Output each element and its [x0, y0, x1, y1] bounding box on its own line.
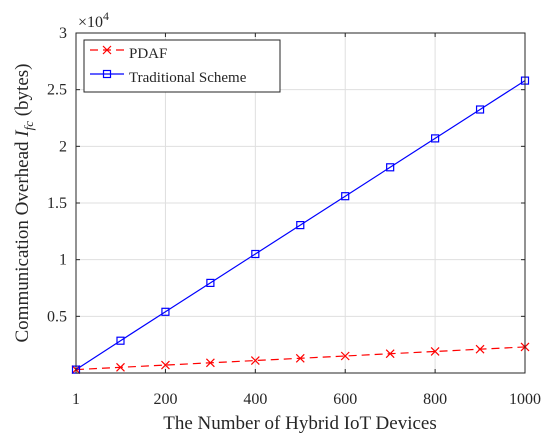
- marker-stroke: [475, 344, 485, 354]
- data-point-traditional-scheme: [161, 307, 170, 316]
- marker-stroke: [205, 358, 215, 368]
- marker-stroke: [102, 45, 112, 55]
- y-tick-label: 0.5: [47, 308, 67, 325]
- x-axis-label: The Number of Hybrid IoT Devices: [163, 413, 437, 434]
- y-tick-label: 1.5: [47, 195, 67, 212]
- y-tick-label: 2.5: [47, 82, 67, 99]
- data-point-traditional-scheme: [296, 221, 305, 230]
- y-multiplier: ×104: [78, 9, 109, 31]
- data-point-pdaf: [250, 356, 260, 365]
- legend: PDAF Traditional Scheme: [83, 39, 281, 93]
- data-point-pdaf: [116, 362, 125, 372]
- data-point-pdaf: [295, 353, 305, 363]
- data-point-pdaf: [205, 358, 215, 368]
- y-multiplier-exponent: 4: [103, 9, 109, 23]
- legend-box: [83, 39, 281, 93]
- y-axis-label-suffix: (bytes): [12, 63, 33, 121]
- x-tick-label: 1000: [509, 391, 541, 408]
- legend-label-traditional-scheme: Traditional Scheme: [129, 70, 247, 86]
- legend-marker-traditional-scheme: [102, 69, 112, 79]
- x-tick-label: 200: [153, 391, 177, 408]
- data-point-traditional-scheme: [206, 278, 215, 287]
- marker-stroke: [430, 347, 440, 356]
- ticks: 1 200 400 600 800 1000 0.5 1 1.5 2 2.5 3: [47, 25, 541, 408]
- data-point-pdaf: [475, 344, 485, 354]
- x-tick-label: 1: [72, 391, 80, 408]
- data-point-traditional-scheme: [386, 163, 395, 172]
- legend-items: [90, 45, 124, 79]
- data-point-traditional-scheme: [251, 249, 260, 259]
- data-point-pdaf: [430, 347, 440, 356]
- legend-label-pdaf: PDAF: [129, 46, 167, 62]
- marker-stroke: [116, 362, 125, 372]
- marker-stroke: [250, 356, 260, 365]
- y-tick-label: 2: [59, 138, 67, 155]
- marker-stroke: [161, 360, 170, 370]
- y-tick-label: 1: [59, 252, 67, 269]
- data-point-pdaf: [340, 351, 350, 361]
- x-tick-label: 400: [243, 391, 267, 408]
- legend-marker-pdaf: [102, 45, 112, 55]
- y-axis-label-prefix: Communication Overhead: [12, 137, 33, 343]
- data-point-traditional-scheme: [475, 105, 485, 114]
- marker-stroke: [295, 353, 305, 363]
- data-point-traditional-scheme: [116, 336, 125, 345]
- marker-stroke: [340, 351, 350, 361]
- data-point-traditional-scheme: [431, 134, 440, 143]
- y-multiplier-base: ×10: [78, 14, 103, 31]
- y-axis-label-subscript: fc: [21, 121, 36, 131]
- series-line-traditional-scheme: [75, 80, 526, 371]
- data-point-pdaf: [161, 360, 170, 370]
- y-axis-label: Communication Overhead Ifc (bytes): [12, 63, 36, 342]
- x-tick-label: 800: [423, 391, 447, 408]
- x-tick-label: 600: [333, 391, 357, 408]
- data-point-traditional-scheme: [341, 192, 350, 201]
- data-point-pdaf: [385, 349, 395, 359]
- marker-stroke: [385, 349, 395, 359]
- y-axis-label-symbol: I: [12, 129, 33, 138]
- y-tick-label: 3: [59, 25, 67, 42]
